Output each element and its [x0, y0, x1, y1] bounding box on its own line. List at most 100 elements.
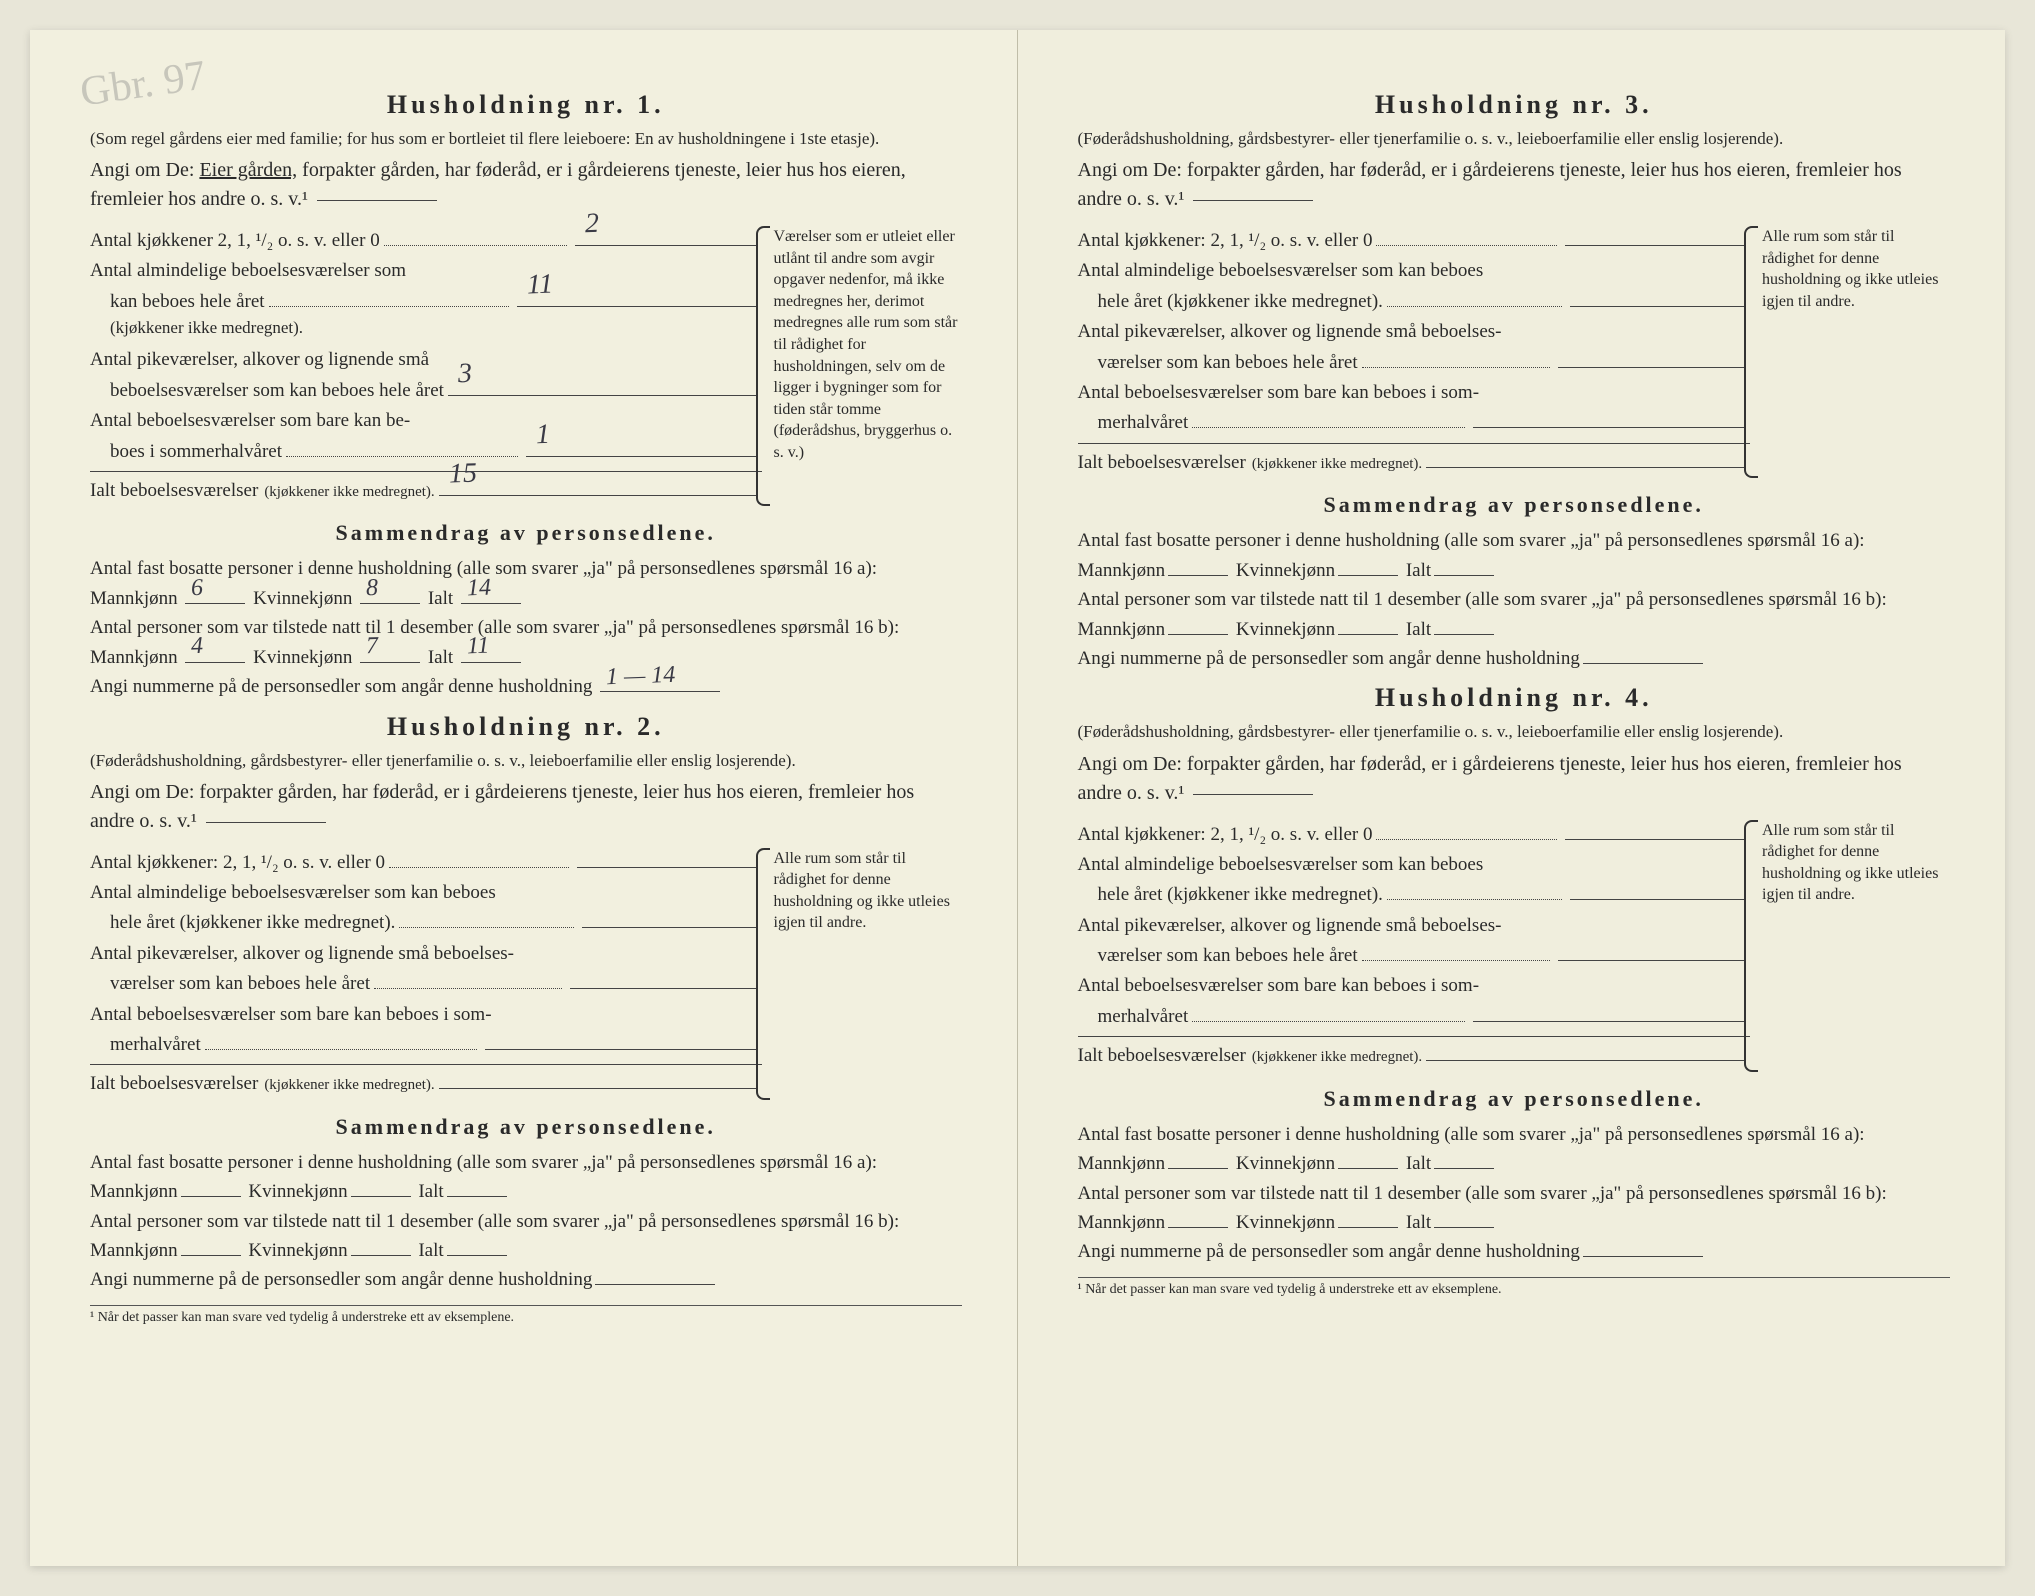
- s16a-mid: Kvinnekjønn: [1236, 560, 1335, 581]
- h4-s16b-t-field[interactable]: [1434, 1227, 1494, 1228]
- h1-vtotal-field[interactable]: 15: [439, 495, 758, 496]
- h2-s16a-t-field[interactable]: [447, 1196, 507, 1197]
- h1-v1-field[interactable]: 2: [575, 245, 758, 246]
- footnote-left: ¹ Når det passer kan man svare ved tydel…: [90, 1305, 962, 1326]
- h4-s16b-m-field[interactable]: [1168, 1227, 1228, 1228]
- h3-instr-line[interactable]: [1193, 200, 1313, 201]
- h3-s16b-t-field[interactable]: [1434, 634, 1494, 635]
- h2-s16b-k-field[interactable]: [351, 1255, 411, 1256]
- brace-icon: [1744, 226, 1758, 478]
- form-line: beboelsesværelser som kan beboes hele år…: [90, 376, 762, 406]
- h4-v1-field[interactable]: [1565, 839, 1746, 840]
- dots: [1376, 245, 1557, 246]
- h4-vtotal-field[interactable]: [1426, 1060, 1746, 1061]
- s16a-ialt: Ialt: [1406, 1153, 1431, 1174]
- h2-side-note: Alle rum som står til rådighet for denne…: [762, 848, 962, 1100]
- h4-s16a-t-field[interactable]: [1434, 1168, 1494, 1169]
- h3-v3-field[interactable]: [1558, 367, 1746, 368]
- h1-s16a-t-field[interactable]: 14: [461, 603, 521, 604]
- form-label: Antal beboelsesværelser som bare kan beb…: [1078, 971, 1480, 1001]
- h3-v2-field[interactable]: [1570, 306, 1746, 307]
- h4-v2-field[interactable]: [1570, 899, 1746, 900]
- form-label: Antal pikeværelser, alkover og lignende …: [1078, 911, 1502, 941]
- h2-s16b-m-field[interactable]: [181, 1255, 241, 1256]
- h4-num-field[interactable]: [1583, 1256, 1703, 1257]
- h4-s16b: Antal personer som var tilstede natt til…: [1078, 1179, 1951, 1238]
- h3-s16a-m-field[interactable]: [1168, 575, 1228, 576]
- h2-form-block: Antal kjøkkener: 2, 1, ¹/₂ o. s. v. elle…: [90, 848, 962, 1100]
- num-label: Angi nummerne på de personsedler som ang…: [1078, 1241, 1580, 1262]
- h3-v4-field[interactable]: [1473, 427, 1746, 428]
- h1-s16a-k-field[interactable]: 8: [360, 603, 420, 604]
- h1-note: (Som regel gårdens eier med familie; for…: [90, 128, 962, 150]
- h1-s16b-m-field[interactable]: 4: [185, 662, 245, 663]
- h2-note: (Føderådshusholdning, gårdsbestyrer- ell…: [90, 750, 962, 772]
- h4-title: Husholdning nr. 4.: [1078, 683, 1951, 713]
- h2-num-field[interactable]: [595, 1284, 715, 1285]
- side-note-text: Alle rum som står til rådighet for denne…: [1762, 822, 1938, 904]
- s16a-pre: Antal fast bosatte personer i denne hush…: [90, 1152, 877, 1202]
- s16a-pre: Antal fast bosatte personer i denne hush…: [1078, 530, 1865, 580]
- h1-v4-field[interactable]: 1: [526, 456, 758, 457]
- h3-s16b-k-field[interactable]: [1338, 634, 1398, 635]
- h4-v4-field[interactable]: [1473, 1021, 1746, 1022]
- h3-vtotal-field[interactable]: [1426, 467, 1746, 468]
- h2-v2-field[interactable]: [582, 927, 757, 928]
- h1-title: Husholdning nr. 1.: [90, 90, 962, 120]
- h2-v4-field[interactable]: [485, 1049, 757, 1050]
- h2-s16a-m-field[interactable]: [181, 1196, 241, 1197]
- h1-v4: 1: [535, 413, 551, 458]
- h2-v3-field[interactable]: [570, 988, 758, 989]
- form-label: hele året (kjøkkener ikke medregnet).: [1078, 880, 1383, 910]
- form-label: Ialt beboelsesværelser: [1078, 1041, 1246, 1071]
- h4-s16a-m-field[interactable]: [1168, 1168, 1228, 1169]
- brace-icon: [756, 848, 770, 1100]
- h2-v1-field[interactable]: [577, 867, 757, 868]
- form-line: Antal beboelsesværelser som bare kan beb…: [1078, 971, 1751, 1001]
- h1-instr-line[interactable]: [317, 200, 437, 201]
- h1-num-val: 1 — 14: [605, 657, 676, 697]
- h3-s16a-k-field[interactable]: [1338, 575, 1398, 576]
- h2-instr-line[interactable]: [206, 822, 326, 823]
- h3-form-lines: Antal kjøkkener: 2, 1, ¹/₂ o. s. v. elle…: [1078, 226, 1751, 478]
- h1-v2-field[interactable]: 11: [517, 306, 757, 307]
- h4-s16a-k-field[interactable]: [1338, 1168, 1398, 1169]
- left-page: Gbr. 97 Husholdning nr. 1. (Som regel gå…: [30, 30, 1018, 1566]
- h2-s16a-k-field[interactable]: [351, 1196, 411, 1197]
- h1-num-field[interactable]: 1 — 14: [600, 691, 720, 692]
- h4-instr-line[interactable]: [1193, 794, 1313, 795]
- h3-s16b-m-field[interactable]: [1168, 634, 1228, 635]
- h3-num-field[interactable]: [1583, 663, 1703, 664]
- h4-s16b-k-field[interactable]: [1338, 1227, 1398, 1228]
- dots: [286, 456, 518, 457]
- h1-s16b-t: 11: [466, 628, 490, 666]
- h1-vtotal: 15: [448, 452, 478, 498]
- dots: [1192, 1021, 1465, 1022]
- footnote-right: ¹ Når det passer kan man svare ved tydel…: [1078, 1277, 1951, 1298]
- h1-s16a-m-field[interactable]: 6: [185, 603, 245, 604]
- h4-form-block: Antal kjøkkener: 2, 1, ¹/₂ o. s. v. elle…: [1078, 820, 1951, 1072]
- form-line: Antal kjøkkener: 2, 1, ¹/₂ o. s. v. elle…: [1078, 226, 1751, 256]
- h4-v3-field[interactable]: [1558, 960, 1746, 961]
- h1-s16b-t-field[interactable]: 11: [461, 662, 521, 663]
- h1-v3-field[interactable]: 3: [448, 395, 758, 396]
- dots: [1192, 427, 1465, 428]
- h2-vtotal-field[interactable]: [439, 1088, 758, 1089]
- h2-instruction: Angi om De: forpakter gården, har føderå…: [90, 778, 962, 836]
- h1-instruction: Angi om De: Eier gården, forpakter gårde…: [90, 156, 962, 214]
- form-line-total: Ialt beboelsesværelser(kjøkkener ikke me…: [90, 1064, 762, 1099]
- form-line: hele året (kjøkkener ikke medregnet).: [1078, 880, 1751, 910]
- dots: [384, 245, 567, 246]
- form-label: Antal kjøkkener: 2, 1, ¹/₂ o. s. v. elle…: [1078, 226, 1373, 256]
- s16b-ialt: Ialt: [1406, 1212, 1431, 1233]
- h1-s16a-m: 6: [191, 569, 204, 607]
- h3-side-note: Alle rum som står til rådighet for denne…: [1750, 226, 1950, 478]
- h1-s16b-k-field[interactable]: 7: [360, 662, 420, 663]
- form-label: Antal beboelsesværelser som bare kan beb…: [90, 1000, 492, 1030]
- dots: [205, 1049, 477, 1050]
- h2-s16b-t-field[interactable]: [447, 1255, 507, 1256]
- h3-s16a-t-field[interactable]: [1434, 575, 1494, 576]
- h3-num-line: Angi nummerne på de personsedler som ang…: [1078, 644, 1951, 673]
- form-label: Antal beboelsesværelser som bare kan be-: [90, 406, 410, 436]
- h3-v1-field[interactable]: [1565, 245, 1746, 246]
